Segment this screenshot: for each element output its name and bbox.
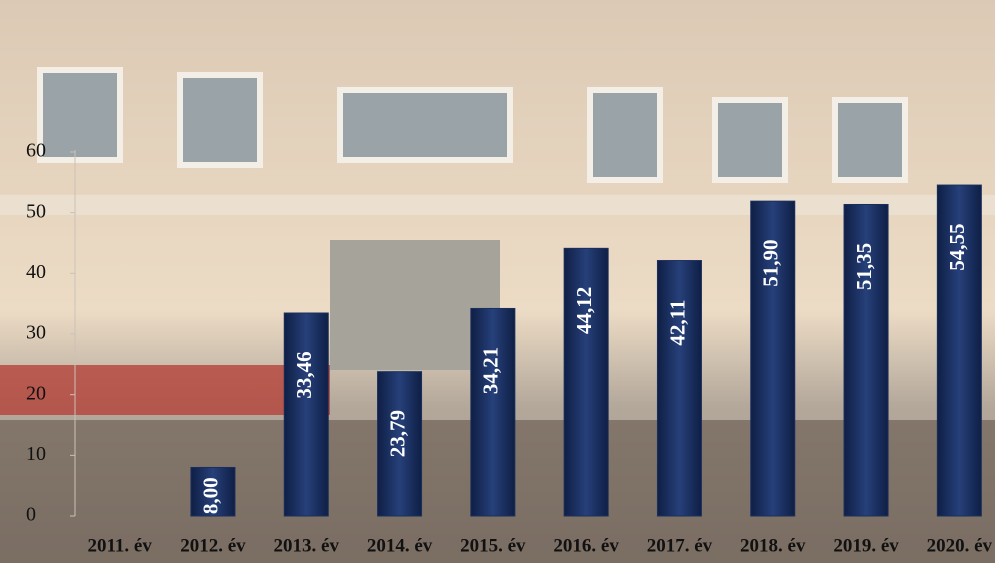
bar — [750, 200, 796, 517]
x-tick-label: 2020. év — [927, 535, 993, 556]
bar — [843, 203, 889, 517]
value-label: 33,46 — [292, 351, 316, 398]
value-label: 54,55 — [945, 223, 969, 270]
y-tick-label: 40 — [26, 261, 46, 283]
x-tick-label: 2017. év — [647, 535, 713, 556]
y-tick-label: 0 — [26, 504, 36, 526]
value-label: 44,12 — [572, 287, 596, 334]
bar — [190, 466, 236, 517]
value-label: 23,79 — [385, 410, 409, 457]
x-tick-label: 2011. év — [87, 535, 152, 556]
value-label: 34,21 — [479, 347, 503, 394]
value-label: 51,35 — [852, 243, 876, 290]
x-tick-label: 2014. év — [367, 535, 433, 556]
x-tick-label: 2016. év — [553, 535, 619, 556]
bar — [283, 312, 329, 517]
y-tick-label: 50 — [26, 200, 46, 222]
bar — [470, 307, 516, 517]
bar — [936, 184, 982, 517]
bar — [377, 371, 423, 517]
value-label: 8,00 — [199, 477, 223, 514]
y-tick-label: 30 — [26, 322, 46, 344]
x-tick-label: 2019. év — [833, 535, 899, 556]
x-tick-label: 2013. év — [274, 535, 340, 556]
y-tick-label: 20 — [26, 382, 46, 404]
x-tick-label: 2015. év — [460, 535, 526, 556]
value-label: 51,90 — [759, 240, 783, 287]
x-tick-label: 2018. év — [740, 535, 806, 556]
y-tick-label: 10 — [26, 443, 46, 465]
value-label: 42,11 — [665, 299, 689, 345]
y-tick-label: 60 — [26, 140, 46, 162]
bar — [656, 260, 702, 517]
bar — [563, 247, 609, 517]
x-tick-label: 2012. év — [180, 535, 246, 556]
